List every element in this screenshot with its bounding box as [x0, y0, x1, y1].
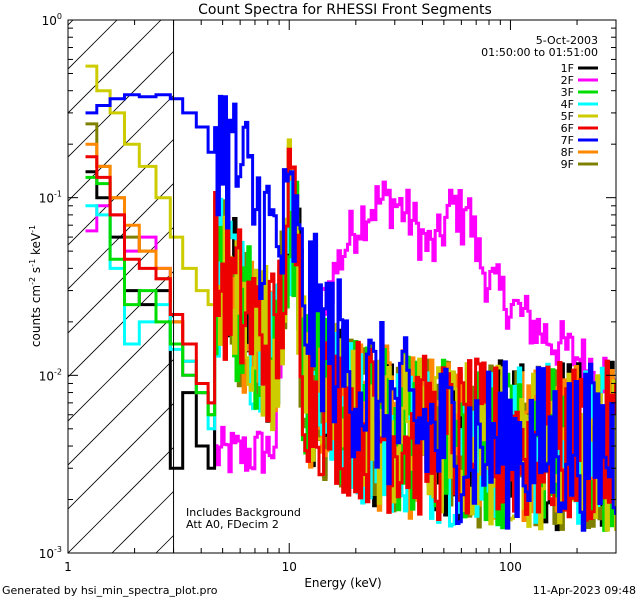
- series-6f: [85, 147, 616, 522]
- legend-label-5f: 5F: [561, 110, 574, 123]
- legend-label-4f: 4F: [561, 98, 574, 111]
- plot-frame: [67, 19, 617, 554]
- x-axis-label: Energy (keV): [304, 576, 381, 590]
- x-tick-label: 10: [282, 560, 297, 574]
- y-tick-label: 10-1: [39, 190, 62, 206]
- legend-label-2f: 2F: [561, 74, 574, 87]
- note-attenuator: Att A0, FDecim 2: [186, 518, 279, 531]
- series-2f: [85, 180, 616, 474]
- date-label: 5-Oct-2003: [536, 34, 598, 47]
- timestamp-text: 11-Apr-2023 09:48: [532, 584, 636, 597]
- axes: 1 10 100 100 10-1 10-2 10-3: [39, 12, 617, 574]
- series-5f: [85, 64, 616, 532]
- legend-label-6f: 6F: [561, 122, 574, 135]
- legend-label-3f: 3F: [561, 86, 574, 99]
- legend-label-1f: 1F: [561, 62, 574, 75]
- hatch-line: [68, 20, 206, 158]
- hatch-line: [68, 20, 250, 202]
- y-tick-label: 100: [42, 12, 62, 28]
- series-7f: [85, 93, 616, 532]
- x-tick-label: 100: [499, 560, 522, 574]
- legend-label-8f: 8F: [561, 146, 574, 159]
- legend-label-7f: 7F: [561, 134, 574, 147]
- legend-label-9f: 9F: [561, 158, 574, 171]
- chart-title: Count Spectra for RHESSI Front Segments: [198, 2, 492, 18]
- y-tick-label: 10-2: [39, 367, 62, 383]
- y-axis-label: counts cm-2 s-1 keV-1: [28, 225, 43, 347]
- time-range-label: 01:50:00 to 01:51:00: [481, 46, 598, 59]
- hatch-line: [68, 20, 118, 70]
- series-layer: [85, 64, 616, 532]
- hatch-line: [68, 20, 162, 114]
- note-background: Includes Background: [186, 506, 301, 519]
- y-tick-label: 10-3: [39, 545, 62, 561]
- x-tick-label: 1: [64, 560, 72, 574]
- generated-by-text: Generated by hsi_min_spectra_plot.pro: [2, 584, 218, 597]
